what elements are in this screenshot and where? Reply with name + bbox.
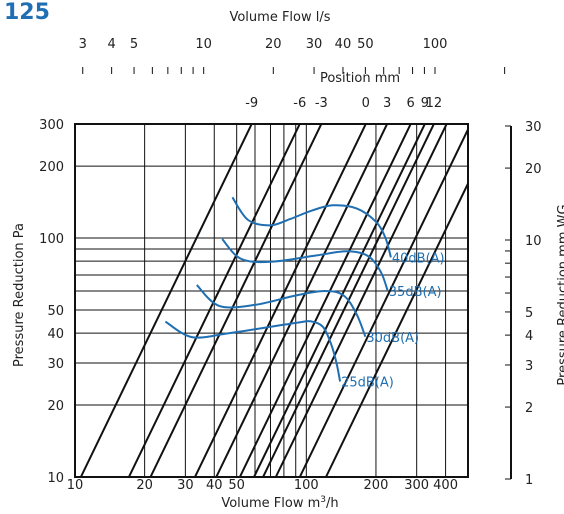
- y-tick-label: 50: [47, 304, 64, 319]
- x-tick-label: 10: [67, 478, 84, 493]
- top-tick-label: 10: [195, 37, 212, 52]
- position-label: 9: [421, 96, 429, 111]
- x-tick-label: 20: [136, 478, 153, 493]
- top-tick-label: 100: [423, 37, 448, 52]
- position-line: [79, 124, 253, 477]
- y-tick-labels: 10 20 30 40 50 100 200 300: [39, 118, 64, 486]
- position-label: -3: [315, 96, 328, 111]
- position-line: [127, 124, 301, 477]
- position-line: [298, 127, 468, 477]
- series-labels: 25dB(A) 30dB(A) 35dB(A) 40dB(A): [341, 251, 444, 390]
- position-line: [215, 124, 388, 477]
- right-axis-label: Pressure Reduction mm WG: [556, 204, 564, 385]
- top-axis: 3 4 5 10 20 30 40 50 100: [79, 37, 506, 74]
- noise-curve-40dB(A): [231, 196, 392, 258]
- position-line: [325, 181, 468, 477]
- right-tick-label: 30: [525, 120, 542, 135]
- noise-curve-35dB(A): [221, 238, 389, 292]
- x-tick-label: 400: [433, 478, 458, 493]
- position-line: [238, 124, 412, 477]
- top-axis-label: Volume Flow l/s: [229, 10, 330, 25]
- position-label: 3: [383, 96, 391, 111]
- x-tick-label: 200: [364, 478, 389, 493]
- right-tick-label: 4: [525, 329, 533, 344]
- x-tick-label: 30: [177, 478, 194, 493]
- position-axis-label: Position mm: [320, 71, 400, 86]
- noise-curve-25dB(A): [164, 320, 342, 382]
- position-labels: -9 -6 -3 0 3 6 912: [245, 96, 442, 111]
- plot-frame: [74, 123, 469, 478]
- position-line: [274, 124, 448, 477]
- x-axis-label: Volume Flow m3/h: [221, 495, 338, 511]
- position-label: 6: [407, 96, 415, 111]
- right-tick-label: 5: [525, 306, 533, 321]
- x-tick-label: 300: [404, 478, 429, 493]
- right-tick-label: 2: [525, 401, 533, 416]
- position-label: -9: [245, 96, 258, 111]
- position-lines: [79, 124, 468, 477]
- series-label: 30dB(A): [366, 331, 419, 346]
- x-tick-label: 40: [206, 478, 223, 493]
- y-tick-label: 300: [39, 118, 64, 133]
- top-tick-label: 5: [130, 37, 138, 52]
- y-tick-label: 200: [39, 160, 64, 175]
- x-tick-label: 100: [294, 478, 319, 493]
- right-tick-label: 3: [525, 359, 533, 374]
- position-line: [253, 124, 426, 477]
- position-label: 0: [362, 96, 370, 111]
- top-tick-label: 20: [265, 37, 282, 52]
- series-label: 35dB(A): [389, 285, 442, 300]
- right-axis: 1 2 3 4 5 10 20 30: [505, 120, 542, 488]
- position-line: [149, 124, 323, 477]
- y-tick-label: 100: [39, 232, 64, 247]
- noise-curve-30dB(A): [196, 284, 367, 338]
- right-tick-label: 1: [525, 473, 533, 488]
- top-tick-label: 30: [306, 37, 323, 52]
- x-tick-labels: 10 20 30 40 50 100 200 300 400: [67, 478, 458, 493]
- y-tick-label: 10: [47, 471, 64, 486]
- y-tick-label: 40: [47, 327, 64, 342]
- noise-curves: [164, 196, 392, 382]
- right-tick-label: 10: [525, 234, 542, 249]
- top-tick-label: 3: [79, 37, 87, 52]
- right-tick-label: 20: [525, 162, 542, 177]
- top-tick-label: 4: [107, 37, 115, 52]
- position-label: 12: [426, 96, 443, 111]
- x-tick-label: 50: [228, 478, 245, 493]
- series-label: 25dB(A): [341, 375, 394, 390]
- y-axis-label: Pressure Reduction Pa: [12, 223, 27, 367]
- y-tick-label: 20: [47, 399, 64, 414]
- position-label: -6: [293, 96, 306, 111]
- top-tick-label: 40: [335, 37, 352, 52]
- chart-corner-title: 125: [4, 0, 50, 25]
- series-label: 40dB(A): [392, 251, 445, 266]
- position-line: [194, 124, 367, 477]
- top-tick-label: 50: [357, 37, 374, 52]
- y-tick-label: 30: [47, 357, 64, 372]
